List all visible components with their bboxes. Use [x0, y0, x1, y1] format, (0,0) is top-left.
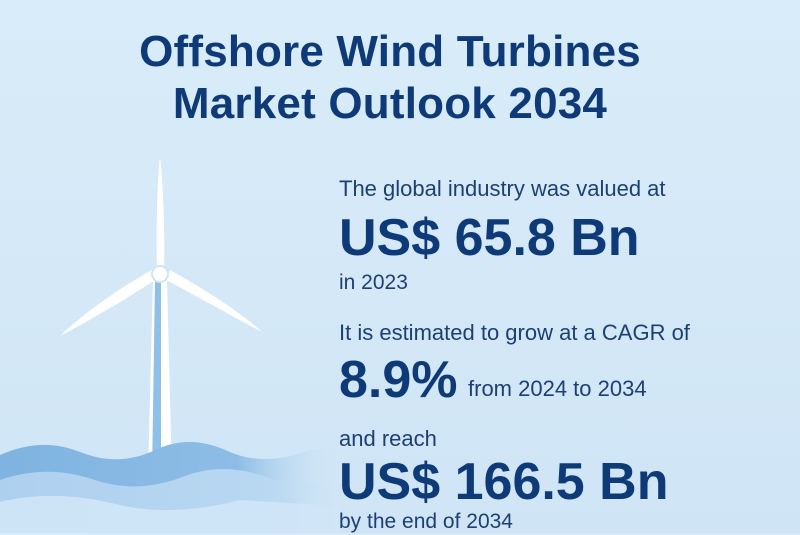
page-title: Offshore Wind Turbines Market Outlook 20… [0, 26, 780, 130]
reach-amount: US$ 166.5 Bn [339, 453, 669, 511]
reach-intro: and reach [339, 426, 437, 451]
turbine-blades [60, 158, 262, 336]
title-line-1: Offshore Wind Turbines [139, 27, 641, 76]
reach-year: by the end of 2034 [339, 510, 513, 533]
growth-rate: 8.9% [339, 351, 458, 409]
waves-icon [0, 441, 340, 533]
growth-period: from 2024 to 2034 [468, 376, 647, 401]
valued-year: in 2023 [339, 271, 408, 294]
valued-amount: US$ 65.8 Bn [339, 209, 640, 267]
turbine-hub [151, 265, 169, 283]
valued-intro: The global industry was valued at [339, 176, 666, 201]
turbine-tower [148, 280, 172, 475]
wind-turbine-icon [0, 158, 340, 533]
title-line-2: Market Outlook 2034 [172, 79, 608, 128]
growth-intro: It is estimated to grow at a CAGR of [339, 320, 690, 345]
